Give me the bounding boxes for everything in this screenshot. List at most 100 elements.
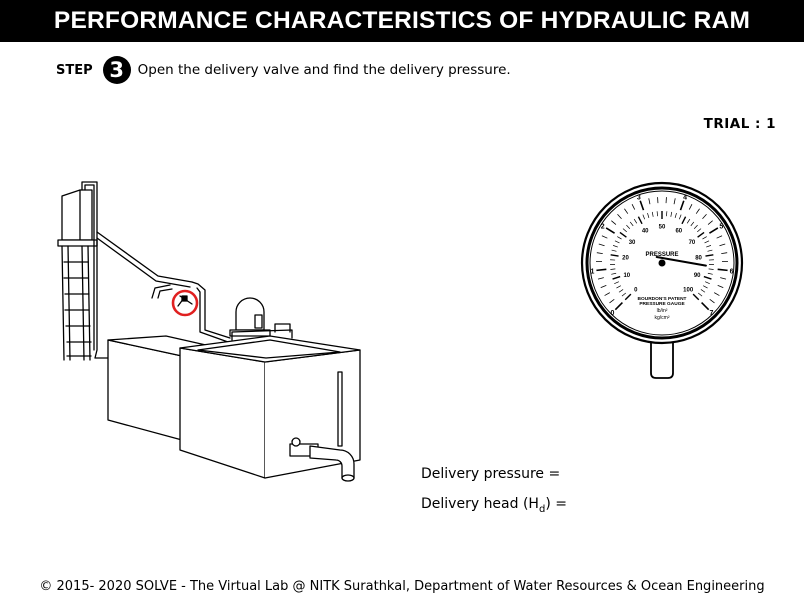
gauge-inner-label: 50: [659, 225, 666, 231]
gauge-outer-tick: [695, 208, 700, 214]
gauge-outer-tick: [596, 252, 603, 255]
gauge-outer-tick: [679, 200, 685, 211]
gauge-needle: [655, 256, 707, 267]
step-instruction-text: Open the delivery valve and find the del…: [137, 62, 511, 78]
gauge-inner-tick: [707, 272, 713, 275]
gauge-inner-tick: [708, 268, 714, 270]
gauge-inner-tick: [629, 221, 634, 227]
gauge-brand-line2: PRESSURE GAUGE: [639, 301, 685, 307]
gauge-inner-tick: [703, 275, 712, 280]
gauge-outer-tick: [604, 292, 611, 296]
footer-copyright: © 2015- 2020 SOLVE - The Virtual Lab @ N…: [39, 579, 765, 594]
gauge-outer-tick: [713, 292, 720, 296]
valve-highlight-circle: [171, 289, 199, 317]
page-title: PERFORMANCE CHARACTERISTICS OF HYDRAULIC…: [0, 0, 804, 42]
delivery-pipe: [191, 281, 231, 339]
outlet-tap[interactable]: [289, 437, 355, 482]
ladder: [61, 245, 92, 361]
gauge-face-label: PRESSURE: [645, 252, 678, 258]
overflow-pipe: [81, 181, 113, 359]
delivery-head-subscript: d: [538, 503, 546, 515]
gauge-inner-tick: [686, 218, 691, 224]
gauge-outer-tick: [611, 220, 617, 225]
gauge-inner-tick: [647, 212, 650, 218]
gauge-outer-tick: [720, 277, 727, 280]
gauge-outer-tick: [717, 268, 728, 272]
gauge-inner-tick: [704, 281, 710, 284]
gauge-inner-label: 20: [622, 256, 629, 262]
gauge-unit-kg: kg/cm²: [655, 315, 670, 321]
gauge-inner-tick: [622, 228, 627, 233]
gauge-inner-labels: 0 10 20 30 40 50 60 70 80 90 100: [622, 225, 702, 294]
gauge-brand-line1: BOURDON'S PATENT: [638, 296, 687, 302]
gauge-inner-label: 10: [623, 273, 630, 279]
gauge-outer-tick: [709, 299, 715, 304]
gauge-inner-tick: [705, 254, 714, 257]
gauge-outer-tick: [648, 198, 651, 205]
pressure-gauge[interactable]: 0 1 2 3 4 5 6 7 0 10 20 30 40 50 60 70 80 90 100 PRESSURE…: [575, 175, 755, 385]
gauge-inner-tick: [617, 236, 622, 240]
gauge-inner-tick: [703, 285, 708, 289]
gauge-inner-tick: [706, 245, 712, 248]
gauge-inner-tick: [619, 231, 627, 238]
gauge-inner-tick: [611, 249, 617, 252]
gauge-outer-label: 3: [637, 194, 641, 201]
step-number-badge: 3: [102, 56, 131, 84]
gauge-inner-tick: [612, 245, 618, 248]
gauge-inner-tick: [681, 216, 687, 225]
gauge-outer-label: 7: [710, 310, 714, 317]
trial-label: TRIAL : 1: [703, 116, 776, 132]
gauge-inner-label: 100: [683, 288, 694, 294]
gauge-inner-tick: [614, 281, 620, 284]
delivery-valve[interactable]: [177, 295, 193, 307]
gauge-outer-tick: [719, 243, 726, 247]
gauge-outer-label: 1: [590, 268, 594, 275]
gauge-outer-tick: [605, 227, 616, 234]
gauge-inner-tick: [670, 211, 673, 217]
collection-tank: [179, 323, 361, 479]
delivery-head-suffix: ) =: [545, 496, 567, 512]
gauge-inner-tick: [702, 236, 707, 240]
gauge-outer-tick: [717, 284, 724, 288]
gauge-inner-tick: [642, 214, 646, 220]
gauge-inner-tick: [624, 293, 632, 301]
gauge-inner-label: 80: [695, 256, 702, 262]
gauge-scale: [596, 197, 728, 311]
gauge-inner-label: 40: [642, 229, 649, 235]
gauge-inner-label: 70: [689, 240, 696, 246]
gauge-inner-tick: [693, 224, 698, 229]
gauge-inner-tick: [610, 268, 616, 270]
gauge-inner-tick: [621, 292, 627, 297]
level-gauge-tube: [337, 371, 343, 447]
hydraulic-ram-apparatus: [57, 181, 361, 482]
gauge-inner-label: 60: [675, 229, 682, 235]
gauge-outer-label: 0: [611, 310, 615, 317]
gauge-inner-tick: [700, 289, 706, 293]
gauge-outer-tick: [614, 302, 623, 311]
gauge-outer-tick: [702, 214, 707, 219]
gauge-outer-label: 5: [719, 223, 723, 230]
gauge-inner-tick: [614, 240, 620, 244]
instruction-row: STEP 3 Open the delivery valve and find …: [56, 54, 511, 86]
delivery-head-prefix: Delivery head (H: [421, 496, 539, 512]
drive-pipe: [96, 231, 193, 283]
gauge-inner-tick: [678, 214, 682, 220]
gauge-inner-tick: [704, 240, 710, 244]
gauge-needle-hub: [658, 259, 666, 267]
gauge-outer-tick: [673, 198, 676, 205]
gauge-inner-tick: [697, 231, 705, 238]
supply-tank: [57, 189, 98, 247]
gauge-inner-tick: [692, 293, 700, 301]
gauge-inner-tick: [618, 289, 624, 293]
gauge-outer-tick: [609, 299, 615, 304]
gauge-outer-tick: [601, 235, 608, 239]
gauge-inner-tick: [637, 216, 643, 225]
gauge-outer-label: 4: [683, 194, 687, 201]
gauge-outer-label: 6: [730, 268, 734, 275]
gauge-outer-tick: [721, 252, 728, 255]
gauge-inner-tick: [697, 228, 702, 233]
gauge-inner-tick: [611, 272, 617, 275]
gauge-outer-tick: [624, 208, 629, 214]
gauge-inner-label: 30: [629, 240, 636, 246]
delivery-pressure-label: Delivery pressure =: [421, 466, 561, 482]
